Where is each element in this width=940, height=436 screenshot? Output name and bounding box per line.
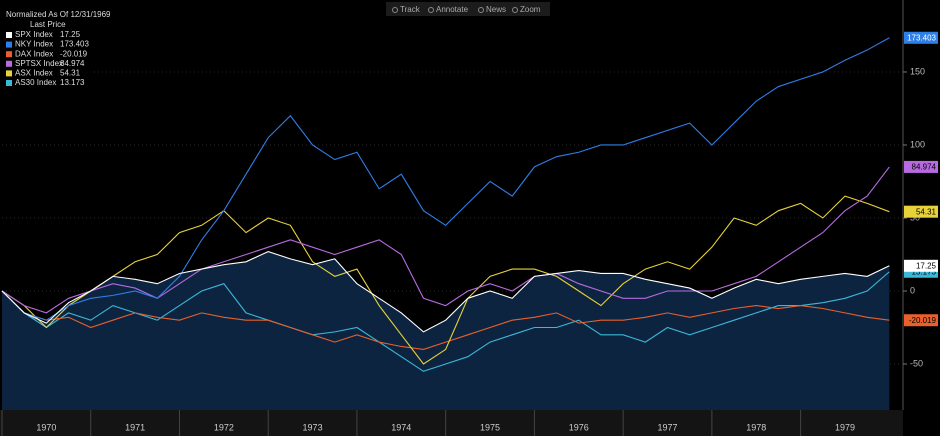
series-line bbox=[1, 37, 890, 321]
legend-subtitle: Last Price bbox=[30, 20, 66, 29]
legend-value: 13.173 bbox=[60, 78, 85, 87]
x-tick-label: 1976 bbox=[569, 422, 589, 432]
legend-label: SPX Index bbox=[15, 30, 53, 39]
legend-box bbox=[2, 8, 94, 90]
legend-value: 84.974 bbox=[60, 59, 85, 68]
last-value-label: 54.31 bbox=[916, 207, 937, 216]
x-tick-label: 1975 bbox=[480, 422, 500, 432]
legend-swatch bbox=[6, 32, 12, 38]
toolbar-button[interactable]: News bbox=[486, 5, 506, 14]
last-value-tag bbox=[904, 259, 938, 272]
series-line bbox=[1, 271, 890, 372]
x-tick-label: 1974 bbox=[391, 422, 411, 432]
legend-value: 173.403 bbox=[60, 40, 89, 49]
last-value-label: 173.403 bbox=[907, 33, 936, 42]
legend-label: NKY Index bbox=[15, 40, 53, 49]
last-value-label: 84.974 bbox=[912, 163, 937, 172]
y-tick-label: 150 bbox=[910, 66, 925, 76]
legend-swatch bbox=[6, 70, 12, 77]
last-value-tag bbox=[904, 160, 938, 173]
x-tick-label: 1979 bbox=[835, 422, 855, 432]
series-line bbox=[1, 195, 890, 365]
x-tick-label: 1977 bbox=[657, 422, 677, 432]
legend-value: 17.25 bbox=[60, 30, 81, 39]
legend-value: -20.019 bbox=[60, 49, 88, 58]
series-line bbox=[1, 166, 890, 314]
toolbar-icon bbox=[428, 7, 434, 13]
legend-label: AS30 Index bbox=[15, 78, 56, 87]
series-line bbox=[1, 290, 890, 350]
toolbar bbox=[386, 2, 550, 16]
toolbar-icon bbox=[478, 7, 484, 13]
last-value-label: 17.25 bbox=[916, 261, 937, 270]
toolbar-button[interactable]: Zoom bbox=[520, 5, 541, 14]
x-tick-label: 1972 bbox=[214, 422, 234, 432]
toolbar-icon bbox=[512, 7, 518, 13]
y-tick-label: -50 bbox=[910, 358, 923, 368]
toolbar-button[interactable]: Track bbox=[400, 5, 421, 14]
x-axis-band bbox=[0, 410, 903, 436]
last-value-label: 13.173 bbox=[912, 267, 937, 276]
legend-swatch bbox=[6, 60, 12, 67]
legend-value: 54.31 bbox=[60, 69, 81, 78]
series-line bbox=[1, 250, 890, 333]
last-value-label: -20.019 bbox=[909, 316, 937, 325]
y-tick-label: 0 bbox=[910, 285, 915, 295]
last-value-tag bbox=[904, 205, 938, 218]
x-tick-label: 1973 bbox=[303, 422, 323, 432]
toolbar-button[interactable]: Annotate bbox=[436, 5, 469, 14]
area bbox=[2, 251, 890, 410]
x-tick-label: 1978 bbox=[746, 422, 766, 432]
legend-swatch bbox=[6, 41, 12, 48]
y-tick-label: 100 bbox=[910, 139, 925, 149]
legend-label: DAX Index bbox=[15, 49, 53, 58]
legend-swatch bbox=[6, 80, 12, 86]
x-tick-label: 1970 bbox=[36, 422, 56, 432]
last-value-tag bbox=[904, 31, 938, 44]
toolbar-icon bbox=[392, 7, 398, 13]
x-tick-label: 1971 bbox=[125, 422, 145, 432]
last-value-tag bbox=[904, 314, 938, 327]
legend-swatch bbox=[6, 51, 12, 58]
legend-label: SPTSX Index bbox=[15, 59, 63, 68]
legend-title: Normalized As Of 12/31/1969 bbox=[6, 10, 111, 19]
legend-label: ASX Index bbox=[15, 69, 53, 78]
